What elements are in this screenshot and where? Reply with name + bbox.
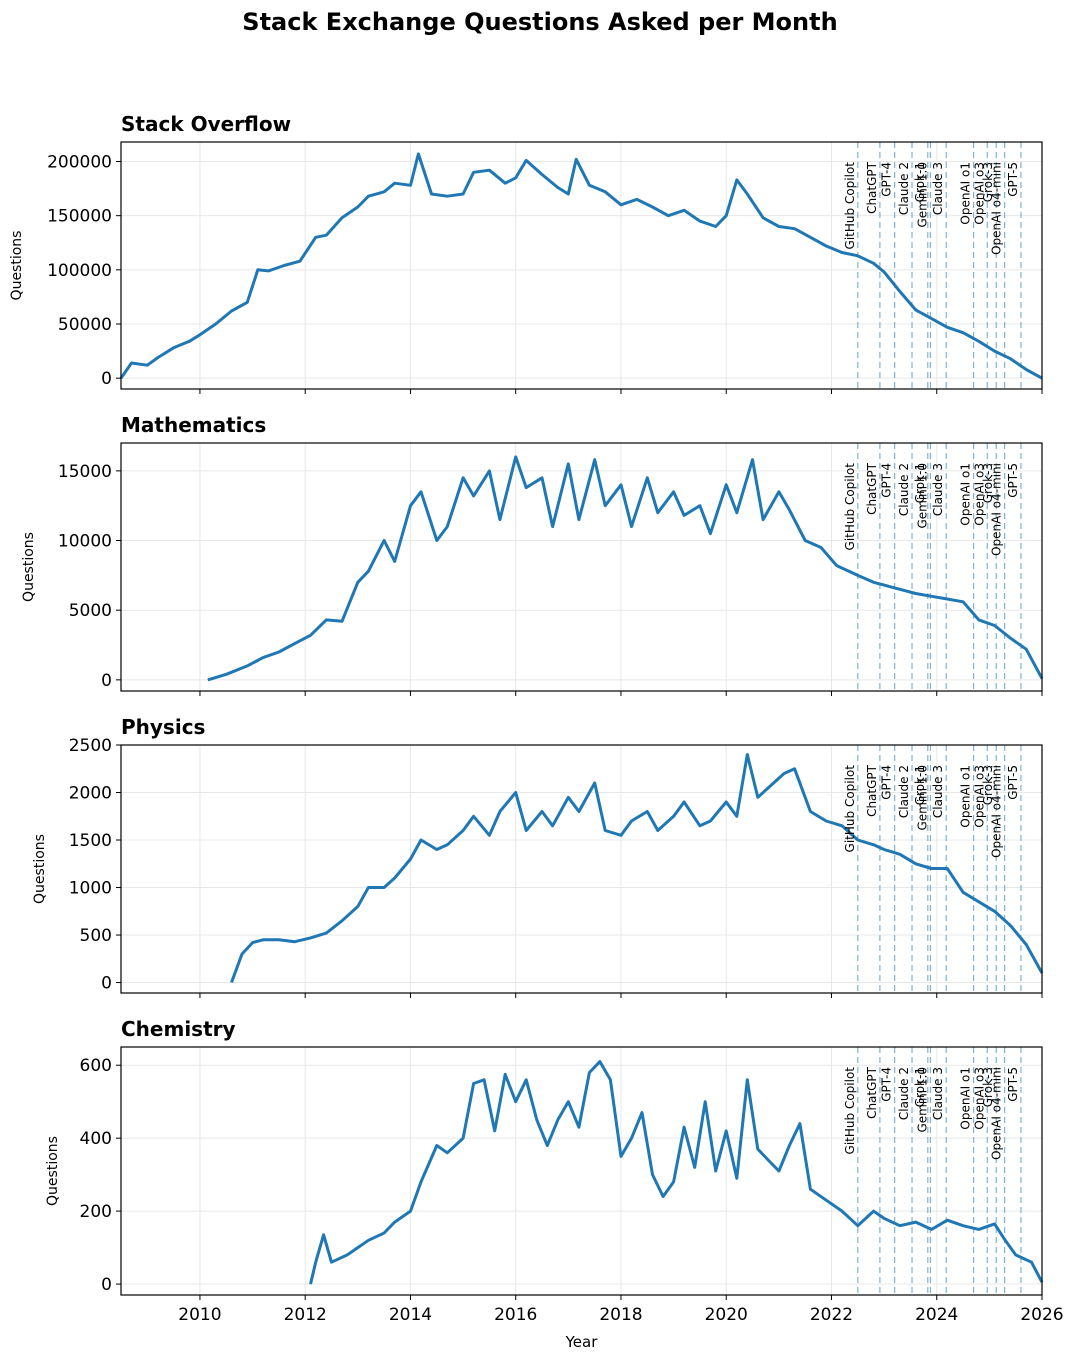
panel-title: Stack Overflow	[121, 112, 291, 136]
y-axis-label: Questions	[45, 1136, 61, 1206]
event-label: GitHub Copilot	[843, 162, 857, 250]
event-label: Gemini 1.0	[915, 1067, 929, 1133]
event-label: Grok-3	[981, 463, 995, 503]
plot-frame	[120, 1046, 1043, 1296]
series-line	[230, 753, 1044, 984]
event-label: Grok-1	[913, 463, 927, 503]
x-tick-label: 2026	[1020, 1305, 1063, 1325]
y-tick-label: 400	[80, 1129, 112, 1149]
event-label: OpenAI o1	[959, 162, 973, 225]
event-label: OpenAI o4-mini	[990, 1067, 1004, 1160]
event-label: Claude 2	[897, 1067, 911, 1120]
event-label: OpenAI o3	[972, 765, 986, 828]
y-tick-label: 0	[101, 671, 112, 691]
x-tick-label: 2012	[284, 1305, 327, 1325]
event-label: GPT-4	[880, 463, 894, 498]
event-label: GitHub Copilot	[843, 463, 857, 551]
x-tick-label: 2016	[494, 1305, 537, 1325]
plot-frame	[120, 442, 1043, 692]
event-label: Claude 3	[931, 463, 945, 516]
event-label: Grok-1	[913, 1067, 927, 1107]
plot-frame	[120, 744, 1043, 994]
event-label: ChatGPT	[865, 764, 879, 817]
y-tick-label: 5000	[69, 601, 112, 621]
y-tick-label: 0	[101, 974, 112, 994]
y-tick-label: 2000	[69, 784, 112, 804]
y-tick-label: 150000	[47, 207, 112, 227]
event-label: ChatGPT	[865, 161, 879, 214]
event-label: GPT-5	[1006, 463, 1020, 498]
x-tick-label: 2024	[915, 1305, 958, 1325]
y-tick-label: 200	[80, 1202, 112, 1222]
event-label: ChatGPT	[865, 1066, 879, 1119]
figure-title: Stack Exchange Questions Asked per Month	[242, 8, 838, 36]
x-tick-label: 2014	[389, 1305, 432, 1325]
event-label: Grok-1	[913, 765, 927, 805]
event-label: OpenAI o3	[972, 463, 986, 526]
event-label: GPT-5	[1006, 765, 1020, 800]
event-label: Claude 3	[931, 162, 945, 215]
event-label: OpenAI o3	[972, 1067, 986, 1130]
y-axis-label: Questions	[9, 231, 25, 301]
event-label: GPT-5	[1006, 1067, 1020, 1102]
plot-frame	[120, 141, 1043, 390]
event-label: GitHub Copilot	[843, 765, 857, 853]
event-label: GPT-4	[880, 162, 894, 197]
series-line	[309, 1060, 1044, 1285]
event-label: GPT-4	[880, 765, 894, 800]
event-label: Claude 2	[897, 463, 911, 516]
x-axis-label: Year	[565, 1333, 599, 1351]
event-label: GitHub Copilot	[843, 1067, 857, 1155]
series-line	[119, 152, 1043, 380]
x-tick-label: 2018	[599, 1305, 642, 1325]
y-tick-label: 200000	[47, 153, 112, 173]
x-tick-label: 2022	[810, 1305, 853, 1325]
event-label: Claude 2	[897, 765, 911, 818]
event-label: OpenAI o4-mini	[990, 765, 1004, 858]
panel-title: Chemistry	[121, 1017, 236, 1041]
y-tick-label: 1500	[69, 831, 112, 851]
series-line	[207, 455, 1044, 682]
event-label: Claude 3	[931, 765, 945, 818]
event-label: Grok-1	[913, 162, 927, 202]
event-label: GPT-5	[1006, 162, 1020, 197]
event-label: Claude 2	[897, 162, 911, 215]
y-axis-label: Questions	[21, 532, 37, 602]
event-label: Claude 3	[931, 1067, 945, 1120]
y-tick-label: 0	[101, 1275, 112, 1295]
y-tick-label: 15000	[58, 462, 112, 482]
y-tick-label: 600	[80, 1056, 112, 1076]
event-label: Gemini 1.0	[915, 162, 929, 228]
event-label: Grok-3	[981, 1067, 995, 1107]
y-tick-label: 0	[101, 369, 112, 389]
event-label: GPT-4	[880, 1067, 894, 1102]
event-label: OpenAI o4-mini	[990, 162, 1004, 255]
event-label: OpenAI o1	[959, 1067, 973, 1130]
event-label: OpenAI o3	[972, 162, 986, 225]
y-tick-label: 1000	[69, 879, 112, 899]
event-label: Grok-3	[981, 162, 995, 202]
event-label: ChatGPT	[865, 462, 879, 515]
panel-title: Mathematics	[121, 413, 266, 437]
event-label: Grok-3	[981, 765, 995, 805]
y-tick-label: 10000	[58, 532, 112, 552]
y-tick-label: 2500	[69, 736, 112, 756]
event-label: Gemini 1.0	[915, 463, 929, 529]
panel-title: Physics	[121, 715, 205, 739]
event-label: OpenAI o1	[959, 463, 973, 526]
event-label: OpenAI o4-mini	[990, 463, 1004, 556]
event-label: OpenAI o1	[959, 765, 973, 828]
y-tick-label: 50000	[58, 315, 112, 335]
event-label: Gemini 1.0	[915, 765, 929, 831]
y-tick-label: 500	[80, 926, 112, 946]
x-tick-label: 2010	[178, 1305, 221, 1325]
x-tick-label: 2020	[705, 1305, 748, 1325]
y-tick-label: 100000	[47, 261, 112, 281]
y-axis-label: Questions	[32, 834, 48, 904]
